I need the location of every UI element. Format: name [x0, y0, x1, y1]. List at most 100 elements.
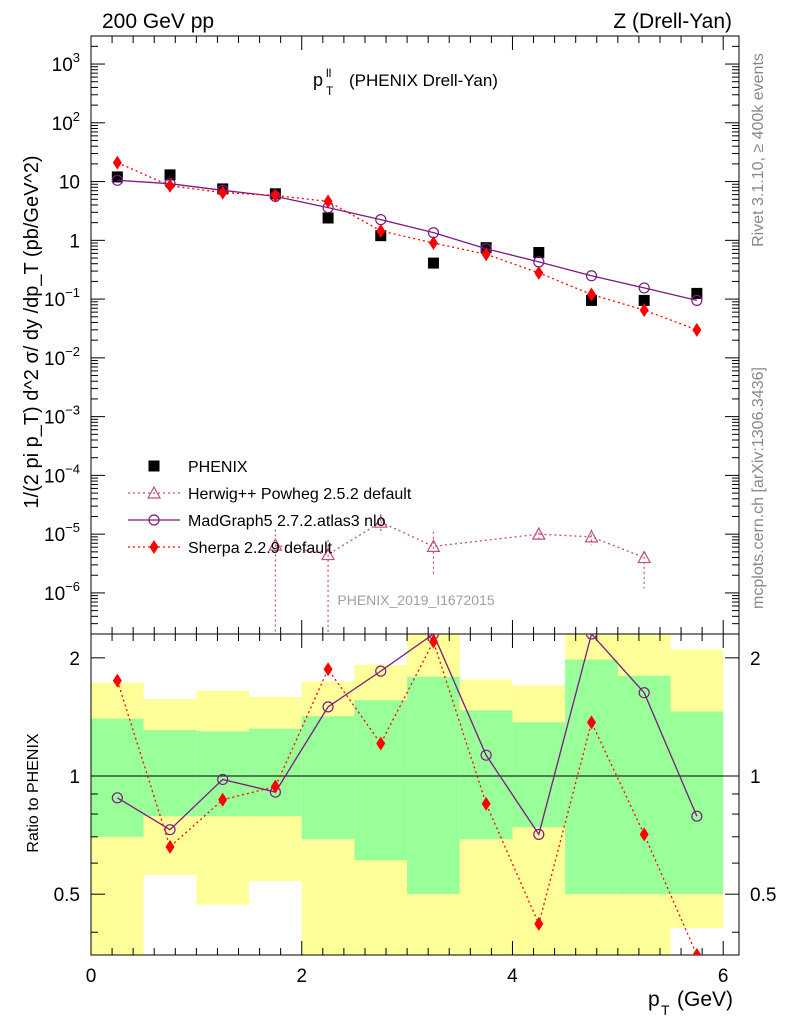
data-point-triangle-dotted	[531, 526, 546, 540]
svg-text:p: p	[648, 988, 660, 1011]
ratio-y-axis-label: Ratio to PHENIX	[25, 733, 42, 852]
title-main: p	[313, 70, 323, 90]
mcplots-label: mcplots.cern.ch [arXiv:1306.3436]	[750, 367, 767, 609]
data-point-diamond-dotted	[165, 178, 175, 193]
svg-text:(PHENIX Drell-Yan): (PHENIX Drell-Yan)	[349, 71, 498, 90]
legend-label: Sherpa 2.2.9 default	[188, 540, 333, 557]
ratio-point-circle-solid	[585, 634, 598, 640]
ratio-point-diamond-dotted	[639, 827, 649, 842]
collision-label: 200 GeV pp	[102, 10, 214, 33]
y-tick-base: 10	[44, 466, 65, 487]
data-point-diamond-dotted	[639, 303, 649, 318]
ratio-point-diamond-dotted	[270, 779, 280, 794]
data-point-diamond-dotted	[376, 223, 386, 238]
ratio-point-diamond-dotted	[481, 796, 491, 811]
legend-label: PHENIX	[188, 459, 248, 476]
svg-text:p: p	[313, 70, 323, 90]
series-line-diamond-dotted	[117, 162, 698, 331]
legend-marker	[148, 514, 160, 526]
data-point-data	[111, 171, 123, 183]
legend-label: Herwig++ Powheg 2.5.2 default	[188, 486, 412, 503]
ratio-point-circle-solid	[480, 749, 492, 761]
inner-band-bin	[617, 675, 671, 895]
x-axis-label-sub: T	[661, 1002, 670, 1018]
y-tick-label: 10−1	[44, 285, 80, 311]
y-tick-exp: −3	[65, 403, 80, 418]
y-tick-exp: −6	[65, 579, 80, 594]
inner-band-bin	[301, 716, 355, 840]
y-tick-label: 103	[52, 50, 80, 76]
y-tick-base: 10	[52, 114, 73, 135]
inner-band-bin	[354, 700, 408, 861]
series-line-circle-solid	[117, 179, 698, 302]
ratio-series	[111, 634, 703, 955]
ratio-point-diamond-dotted	[376, 736, 386, 751]
data-point-triangle-dotted	[268, 537, 283, 551]
data-point-diamond-dotted	[428, 236, 438, 251]
y-tick-exp: 2	[73, 109, 80, 124]
data-point-diamond-dotted	[323, 194, 333, 209]
y-tick-exp: −2	[65, 344, 80, 359]
ratio-point-circle-solid	[691, 810, 703, 822]
y-tick-exp: −5	[65, 520, 80, 535]
svg-text:(GeV): (GeV)	[677, 988, 733, 1011]
ratio-point-circle-solid	[111, 792, 123, 804]
y-axis-label: 1/(2 pi p_T) d^2 σ/ dy /dp_T (pb/GeV^2)	[21, 155, 43, 508]
ratio-point-circle-solid	[533, 828, 545, 841]
x-tick-label: 6	[718, 966, 729, 987]
legend-label: MadGraph5 2.7.2.atlas3 nlo	[188, 513, 386, 530]
svg-text:T: T	[661, 1002, 670, 1018]
y-tick-base: 10	[52, 55, 73, 76]
title-sub: T	[326, 84, 334, 98]
ratio-tick-label: 1	[69, 767, 80, 788]
ratio-point-circle-solid	[638, 687, 650, 699]
rivet-label: Rivet 3.1.10, ≥ 400k events	[750, 53, 767, 247]
ratio-point-diamond-dotted	[692, 948, 702, 955]
data-point-diamond-dotted	[534, 265, 544, 280]
ratio-tick-label-right: 0.5	[750, 885, 776, 906]
y-tick-label: 10−3	[44, 403, 80, 429]
inner-band-bin	[249, 728, 302, 817]
data-point-data	[638, 294, 650, 306]
y-tick-label: 10−5	[44, 520, 80, 546]
data-point-triangle-dotted	[321, 547, 336, 561]
data-point-triangle-dotted	[584, 529, 599, 543]
ratio-point-circle-solid	[322, 701, 334, 713]
y-tick-exp: −1	[65, 285, 80, 300]
ratio-plot-frame	[90, 633, 740, 956]
title-sup: ll	[326, 66, 331, 80]
title-rest: (PHENIX Drell-Yan)	[349, 71, 498, 90]
legend-marker	[146, 485, 162, 499]
data-point-data	[322, 212, 334, 224]
data-point-circle-solid	[111, 174, 123, 186]
data-point-diamond-dotted	[112, 155, 122, 170]
process-label: Z (Drell-Yan)	[613, 10, 732, 33]
ratio-point-diamond-dotted	[428, 634, 438, 649]
data-point-diamond-dotted	[692, 322, 702, 337]
inner-band-bin	[91, 718, 144, 837]
ratio-point-diamond-dotted	[586, 715, 596, 730]
y-tick-label: 10−4	[44, 461, 80, 487]
axes: 0 2 4 610−610−510−410−310−210−11101021030.5…	[44, 35, 776, 987]
ratio-point-diamond-dotted	[112, 673, 122, 688]
data-point-data	[164, 169, 176, 181]
ratio-point-circle-solid	[375, 665, 387, 677]
data-point-data	[533, 247, 545, 259]
y-tick-label: 1	[69, 231, 80, 252]
data-point-triangle-dotted	[426, 539, 441, 552]
inner-band-bin	[407, 676, 460, 895]
y-tick-label: 10	[59, 173, 80, 194]
y-tick-label: 102	[52, 109, 80, 135]
inner-band-bin	[565, 659, 618, 895]
inner-band-bin	[143, 729, 197, 817]
y-tick-base: 10	[44, 525, 65, 546]
data-series	[111, 155, 703, 634]
x-axis-label-rest: (GeV)	[677, 988, 733, 1011]
ratio-line-circle-solid	[117, 634, 698, 836]
ratio-tick-label-right: 2	[750, 649, 761, 670]
ratio-tick-label: 0.5	[54, 885, 80, 906]
y-tick-base: 10	[44, 349, 65, 370]
uncertainty-bands	[91, 634, 739, 955]
data-point-diamond-dotted	[218, 185, 228, 200]
data-point-diamond-dotted	[586, 287, 596, 302]
